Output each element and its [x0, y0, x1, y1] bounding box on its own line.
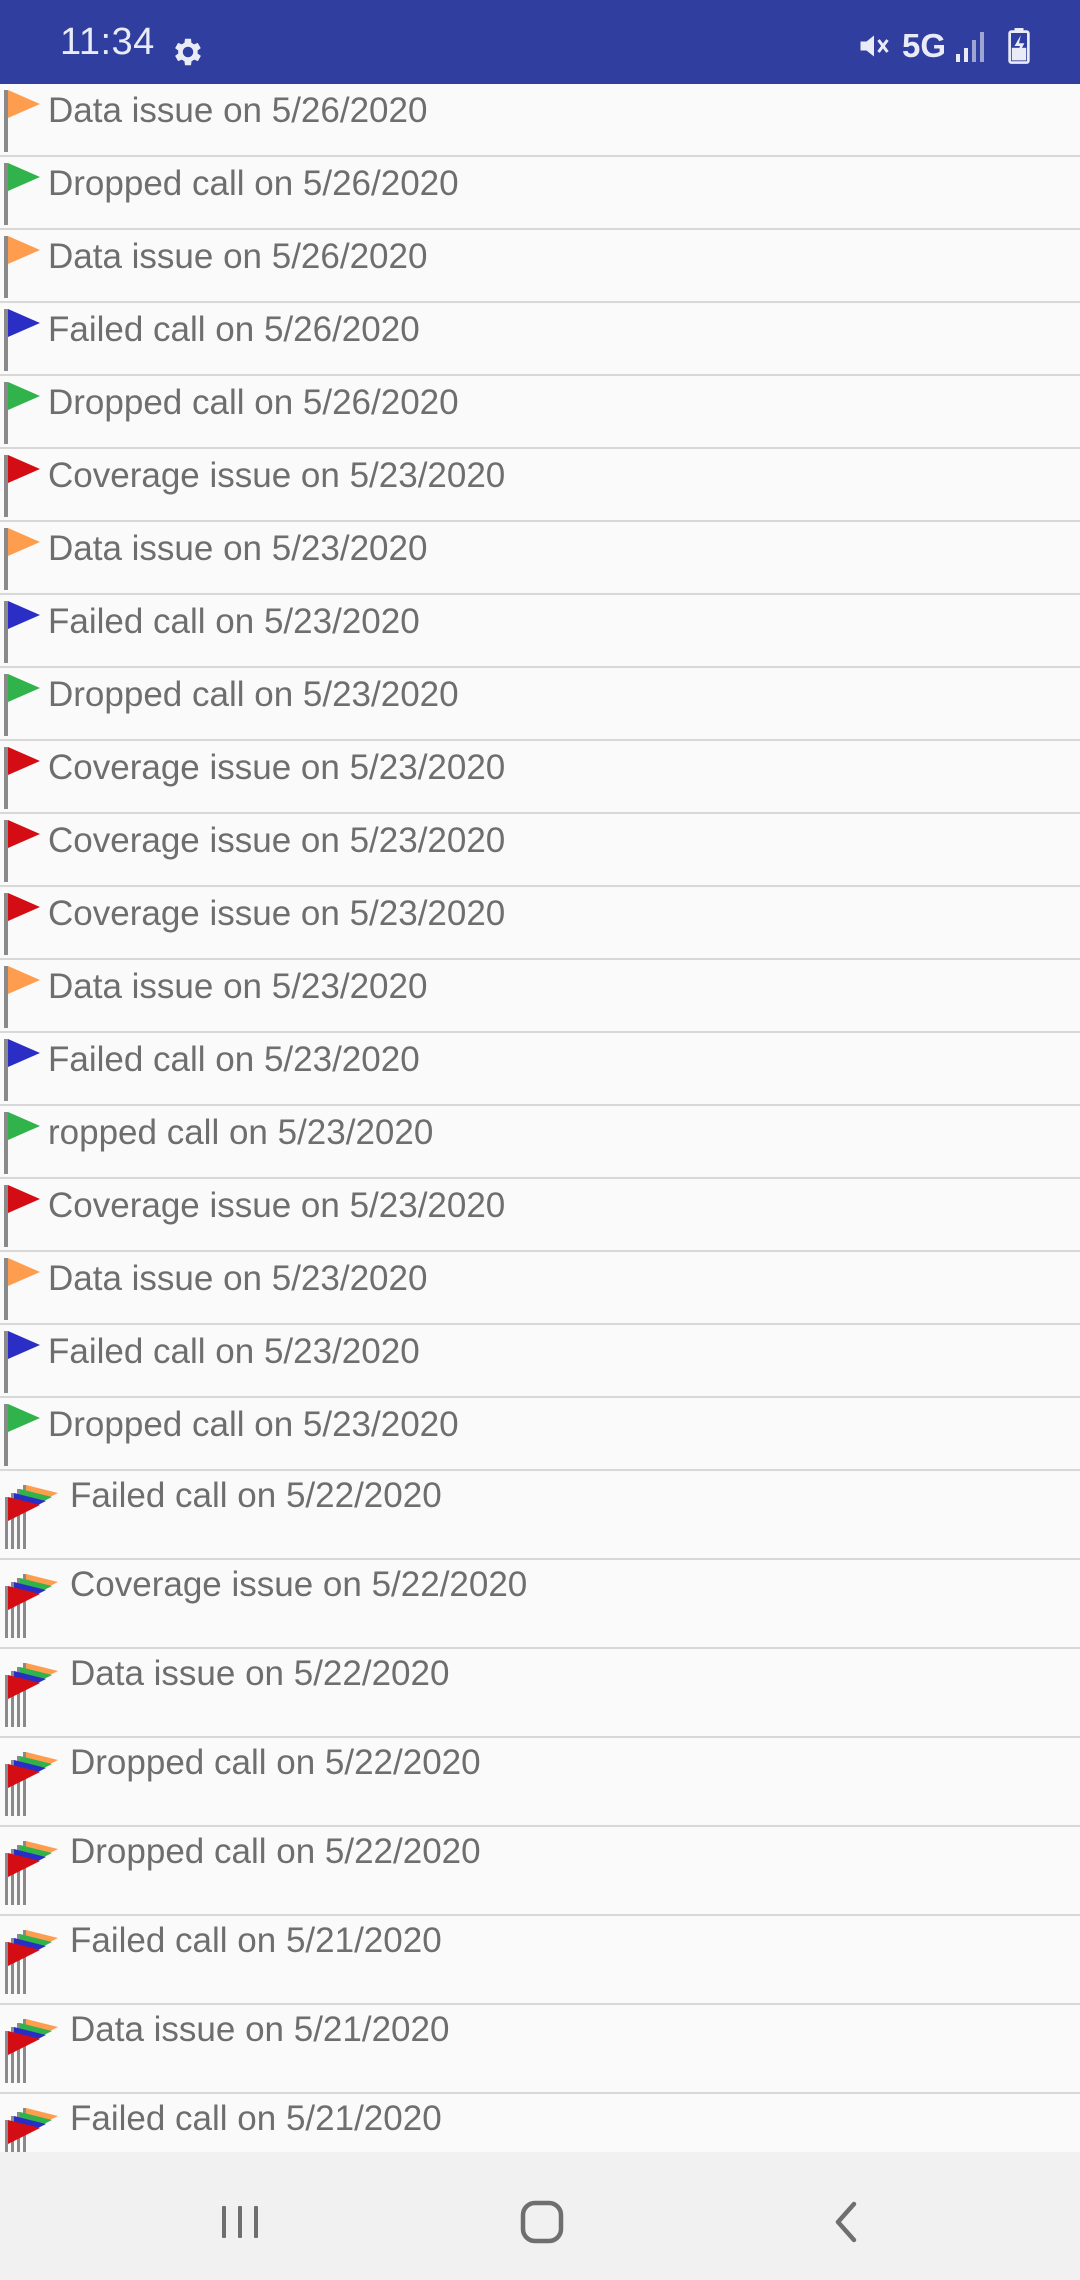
list-item-label: Failed call on 5/21/2020 — [70, 2099, 442, 2138]
list-item[interactable]: Failed call on 5/21/2020 — [0, 1916, 1080, 2005]
list-item-label: Data issue on 5/23/2020 — [48, 1259, 428, 1298]
data-flag-icon — [4, 90, 40, 152]
signal-icon — [956, 32, 984, 62]
multi-flag-icon — [5, 1930, 58, 1994]
list-item-label: Data issue on 5/26/2020 — [48, 237, 428, 276]
list-item[interactable]: Dropped call on 5/26/2020 — [0, 376, 1080, 449]
multi-flag-icon — [5, 1663, 58, 1727]
list-item-label: Dropped call on 5/26/2020 — [48, 164, 459, 203]
list-item[interactable]: ropped call on 5/23/2020 — [0, 1106, 1080, 1179]
list-item[interactable]: Data issue on 5/22/2020 — [0, 1649, 1080, 1738]
list-item-label: Failed call on 5/22/2020 — [70, 1476, 442, 1515]
coverage-flag-icon — [4, 455, 40, 517]
back-icon — [835, 2201, 857, 2243]
data-flag-icon — [4, 528, 40, 590]
failed-flag-icon — [4, 1039, 40, 1101]
multi-flag-icon — [5, 1485, 58, 1549]
list-item[interactable]: Dropped call on 5/23/2020 — [0, 668, 1080, 741]
list-item[interactable]: Dropped call on 5/22/2020 — [0, 1738, 1080, 1827]
list-item-label: Coverage issue on 5/22/2020 — [70, 1565, 528, 1604]
multi-flag-icon — [5, 1841, 58, 1905]
back-button[interactable] — [806, 2182, 886, 2262]
coverage-flag-icon — [4, 747, 40, 809]
list-item-label: Failed call on 5/21/2020 — [70, 1921, 442, 1960]
status-bar: 11:34 5G — [0, 0, 1080, 84]
status-icons: 5G — [856, 26, 1030, 66]
list-item-label: Coverage issue on 5/23/2020 — [48, 1186, 506, 1225]
list-item[interactable]: Dropped call on 5/23/2020 — [0, 1398, 1080, 1471]
dropped-flag-icon — [4, 1404, 40, 1466]
data-flag-icon — [4, 966, 40, 1028]
multi-flag-icon — [5, 2019, 58, 2083]
list-item-label: Data issue on 5/21/2020 — [70, 2010, 450, 2049]
list-item[interactable]: Failed call on 5/21/2020 — [0, 2094, 1080, 2152]
list-item-label: Dropped call on 5/22/2020 — [70, 1832, 481, 1871]
battery-charging-icon — [1008, 28, 1030, 64]
list-item-label: Coverage issue on 5/23/2020 — [48, 821, 506, 860]
list-item-label: Data issue on 5/23/2020 — [48, 967, 428, 1006]
multi-flag-icon — [5, 2108, 58, 2152]
list-item[interactable]: Data issue on 5/26/2020 — [0, 84, 1080, 157]
list-item-label: Failed call on 5/26/2020 — [48, 310, 420, 349]
list-item[interactable]: Failed call on 5/23/2020 — [0, 595, 1080, 668]
list-item[interactable]: Failed call on 5/22/2020 — [0, 1471, 1080, 1560]
list-item-label: Dropped call on 5/26/2020 — [48, 383, 459, 422]
list-item[interactable]: Coverage issue on 5/23/2020 — [0, 814, 1080, 887]
failed-flag-icon — [4, 601, 40, 663]
list-item[interactable]: Data issue on 5/23/2020 — [0, 522, 1080, 595]
list-item[interactable]: Dropped call on 5/26/2020 — [0, 157, 1080, 230]
data-flag-icon — [4, 236, 40, 298]
multi-flag-icon — [5, 1752, 58, 1816]
home-button[interactable] — [502, 2182, 582, 2262]
list-item-label: Dropped call on 5/23/2020 — [48, 1405, 459, 1444]
failed-flag-icon — [4, 1331, 40, 1393]
navigation-bar — [0, 2152, 1080, 2280]
coverage-flag-icon — [4, 893, 40, 955]
list-item[interactable]: Coverage issue on 5/23/2020 — [0, 741, 1080, 814]
list-item-label: Failed call on 5/23/2020 — [48, 1040, 420, 1079]
list-item[interactable]: Dropped call on 5/22/2020 — [0, 1827, 1080, 1916]
status-time: 11:34 — [60, 21, 155, 63]
gear-icon — [175, 38, 201, 66]
list-item-label: Failed call on 5/23/2020 — [48, 602, 420, 641]
list-item-label: Data issue on 5/22/2020 — [70, 1654, 450, 1693]
list-item-label: Coverage issue on 5/23/2020 — [48, 456, 506, 495]
failed-flag-icon — [4, 309, 40, 371]
recents-button[interactable] — [200, 2182, 280, 2262]
mute-icon — [860, 35, 889, 57]
list-item-label: Coverage issue on 5/23/2020 — [48, 894, 506, 933]
multi-flag-icon — [5, 1574, 58, 1638]
dropped-flag-icon — [4, 382, 40, 444]
recents-icon — [222, 2206, 258, 2238]
list-item-label: Dropped call on 5/23/2020 — [48, 675, 459, 714]
list-item-label: Failed call on 5/23/2020 — [48, 1332, 420, 1371]
list-item[interactable]: Coverage issue on 5/22/2020 — [0, 1560, 1080, 1649]
list-item-label: Data issue on 5/23/2020 — [48, 529, 428, 568]
list-item[interactable]: Failed call on 5/23/2020 — [0, 1325, 1080, 1398]
list-item[interactable]: Failed call on 5/26/2020 — [0, 303, 1080, 376]
list-item[interactable]: Coverage issue on 5/23/2020 — [0, 887, 1080, 960]
network-type-label: 5G — [901, 27, 946, 64]
list-item[interactable]: Coverage issue on 5/23/2020 — [0, 449, 1080, 522]
dropped-flag-icon — [4, 163, 40, 225]
list-item[interactable]: Coverage issue on 5/23/2020 — [0, 1179, 1080, 1252]
data-flag-icon — [4, 1258, 40, 1320]
list-item[interactable]: Failed call on 5/23/2020 — [0, 1033, 1080, 1106]
list-item[interactable]: Data issue on 5/26/2020 — [0, 230, 1080, 303]
list-item[interactable]: Data issue on 5/21/2020 — [0, 2005, 1080, 2094]
list-item[interactable]: Data issue on 5/23/2020 — [0, 960, 1080, 1033]
list-item-label: Data issue on 5/26/2020 — [48, 91, 428, 130]
list-item-label: ropped call on 5/23/2020 — [48, 1113, 434, 1152]
home-icon — [520, 2200, 564, 2244]
coverage-flag-icon — [4, 820, 40, 882]
list-item-label: Dropped call on 5/22/2020 — [70, 1743, 481, 1782]
dropped-flag-icon — [4, 674, 40, 736]
list-item-label: Coverage issue on 5/23/2020 — [48, 748, 506, 787]
list-item[interactable]: Data issue on 5/23/2020 — [0, 1252, 1080, 1325]
dropped-flag-icon — [4, 1112, 40, 1174]
event-list[interactable]: Data issue on 5/26/2020 Dropped call on 5… — [0, 84, 1080, 2152]
coverage-flag-icon — [4, 1185, 40, 1247]
